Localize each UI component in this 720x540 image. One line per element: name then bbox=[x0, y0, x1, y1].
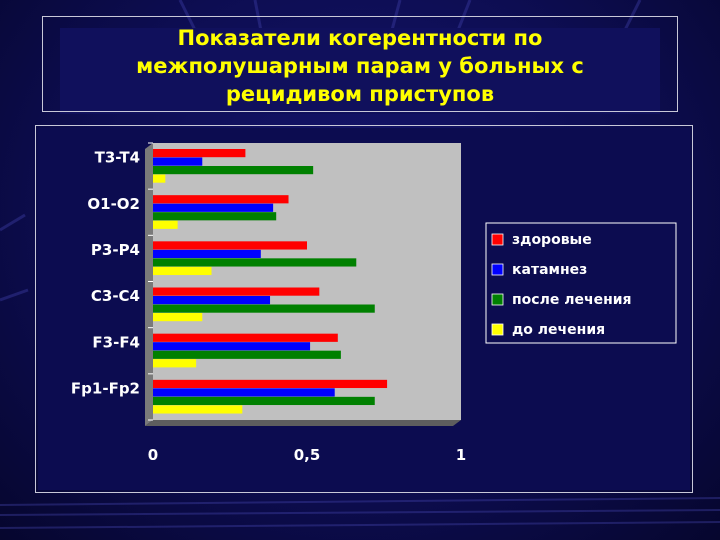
y-tick-label: F3-F4 bbox=[92, 333, 140, 351]
y-tick-label: Fp1-Fp2 bbox=[71, 379, 140, 397]
bar-C3-C4-здоровые bbox=[153, 287, 320, 296]
slide-title-line: рецидивом приступов bbox=[225, 82, 495, 106]
plot-side-wall bbox=[145, 143, 153, 426]
slide-title-line: Показатели когерентности по bbox=[177, 26, 543, 50]
chart-frame bbox=[35, 125, 693, 493]
legend-label: до лечения bbox=[512, 322, 605, 338]
legend-swatch bbox=[491, 323, 504, 336]
bar-T3-T4-после лечения bbox=[153, 166, 314, 175]
slide-title: Показатели когерентности по межполушарны… bbox=[42, 24, 678, 108]
bar-P3-P4-катамнез bbox=[153, 249, 261, 259]
bar-O1-O2-после лечения bbox=[153, 212, 277, 221]
legend-label: после лечения bbox=[512, 292, 632, 308]
slide-title-line: межполушарным парам у больных с bbox=[136, 54, 584, 78]
bar-C3-C4-катамнез bbox=[153, 296, 271, 305]
bar-C3-C4-после лечения bbox=[153, 304, 375, 313]
bar-C3-C4-до лечения bbox=[153, 313, 203, 322]
bar-P3-P4-до лечения bbox=[153, 266, 212, 276]
bar-T3-T4-катамнез bbox=[153, 157, 203, 166]
title-panel bbox=[60, 28, 660, 114]
x-tick-label: 0,5 bbox=[294, 446, 321, 464]
legend-swatch bbox=[491, 263, 504, 276]
bar-O1-O2-катамнез bbox=[153, 203, 274, 212]
bar-F3-F4-после лечения bbox=[153, 350, 341, 359]
bar-P3-P4-после лечения bbox=[153, 258, 357, 267]
bar-F3-F4-здоровые bbox=[153, 333, 338, 342]
bar-Fp1-Fp2-здоровые bbox=[153, 379, 388, 389]
bar-F3-F4-до лечения bbox=[153, 359, 197, 368]
y-tick-label: T3-T4 bbox=[95, 149, 140, 167]
x-tick-label: 0 bbox=[148, 446, 158, 464]
legend-box bbox=[485, 222, 677, 344]
legend-swatch bbox=[491, 233, 504, 246]
x-tick-label: 1 bbox=[456, 446, 466, 464]
bar-O1-O2-здоровые bbox=[153, 195, 289, 204]
plot-area bbox=[153, 143, 461, 420]
legend-label: катамнез bbox=[512, 262, 587, 278]
bar-T3-T4-до лечения bbox=[153, 174, 166, 183]
plot-floor bbox=[145, 420, 461, 426]
title-frame bbox=[42, 16, 678, 112]
y-tick-label: P3-P4 bbox=[91, 241, 140, 259]
bar-Fp1-Fp2-катамнез bbox=[153, 388, 335, 397]
y-tick-label: O1-O2 bbox=[87, 195, 140, 213]
bar-F3-F4-катамнез bbox=[153, 342, 311, 351]
bar-O1-O2-до лечения bbox=[153, 220, 178, 229]
bar-P3-P4-здоровые bbox=[153, 241, 307, 250]
legend-swatch bbox=[491, 293, 504, 306]
legend-label: здоровые bbox=[512, 232, 592, 248]
bar-T3-T4-здоровые bbox=[153, 149, 246, 158]
bar-Fp1-Fp2-после лечения bbox=[153, 396, 375, 406]
bar-Fp1-Fp2-до лечения bbox=[153, 405, 243, 414]
y-tick-label: C3-C4 bbox=[91, 287, 140, 305]
